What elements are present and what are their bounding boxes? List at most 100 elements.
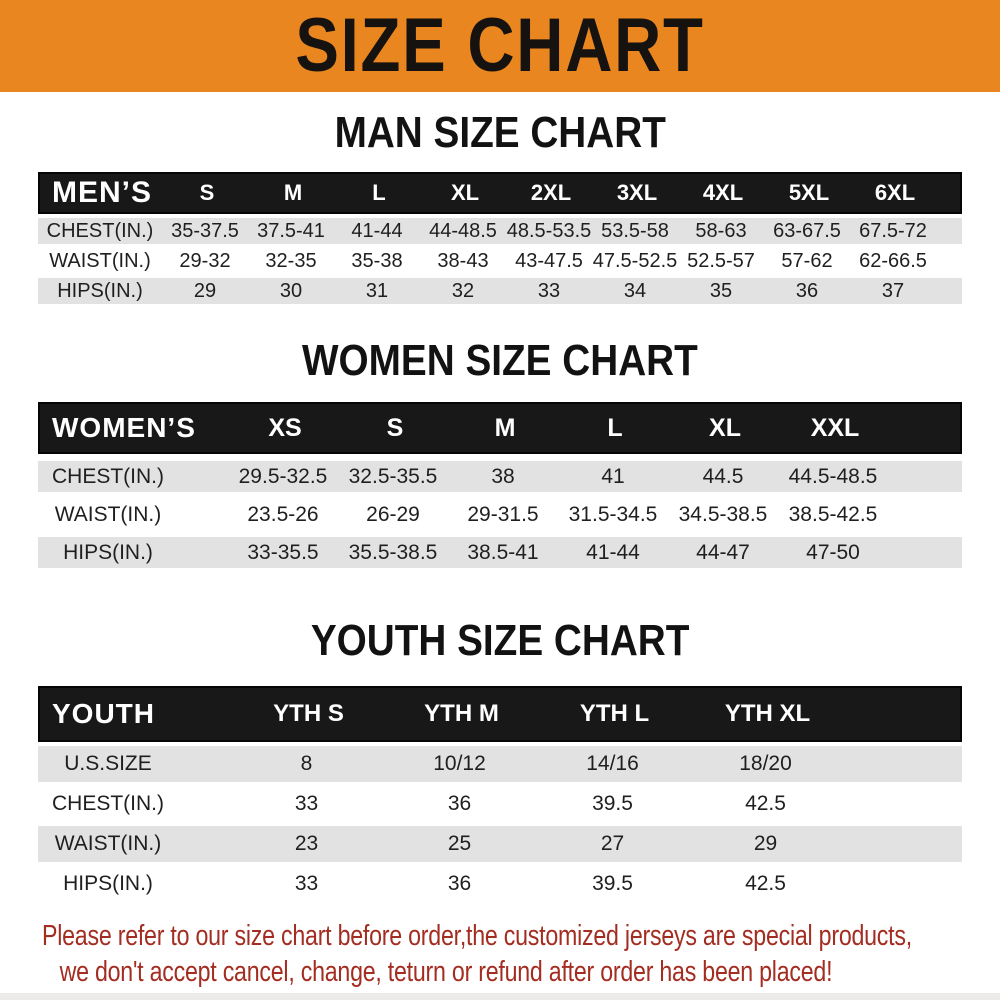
youth-header-label: YOUTH [52, 698, 155, 729]
women-hips-in-value-0: 33-35.5 [247, 540, 319, 564]
youth-col-yth-s: YTH S [273, 700, 344, 727]
youth-waist-in-value-1: 25 [447, 832, 472, 855]
youth-hips-in-value-2: 39.5 [592, 872, 633, 895]
women-waist-in-value-2: 29-31.5 [467, 502, 539, 526]
women-col-xl: XL [709, 413, 741, 442]
women-size-chart-heading-text: WOMEN SIZE CHART [302, 336, 698, 385]
men-row-label-chest-in: CHEST(IN.) [46, 219, 154, 242]
youth-u-s-size-value-2: 14/16 [586, 752, 639, 775]
size-chart-title: SIZE CHART [295, 3, 705, 88]
women-chest-in-value-4: 44.5 [702, 464, 744, 488]
men-header-label: MEN’S [52, 176, 153, 209]
order-policy-note: Please refer to our size chart before or… [42, 918, 1000, 990]
men-chest-in-value-2: 41-44 [351, 219, 403, 242]
men-row-waist-in: WAIST(IN.) 29-32 32-35 35-38 38-43 43-47.5 47.… [38, 248, 962, 274]
women-row-hips-in: HIPS(IN.) 33-35.5 35.5-38.5 38.5-41 41-44 44-… [38, 537, 962, 568]
men-hips-in-value-6: 35 [709, 279, 733, 302]
men-col-m: M [283, 180, 303, 205]
men-waist-in-value-8: 62-66.5 [859, 249, 927, 272]
youth-row-u-s-size: U.S.SIZE 8 10/12 14/16 18/20 [38, 746, 962, 782]
youth-size-chart-heading-text: YOUTH SIZE CHART [310, 616, 690, 665]
men-chest-in-value-0: 35-37.5 [171, 219, 239, 242]
men-col-2xl: 2XL [530, 180, 572, 205]
men-row-chest-in: CHEST(IN.) 35-37.5 37.5-41 41-44 44-48.5 48.5… [38, 218, 962, 244]
bottom-edge [0, 993, 1000, 1000]
men-col-6xl: 6XL [874, 180, 916, 205]
women-hips-in-value-2: 38.5-41 [467, 540, 539, 564]
men-waist-in-value-6: 52.5-57 [687, 249, 755, 272]
women-hips-in-value-1: 35.5-38.5 [348, 540, 438, 564]
youth-hips-in-value-3: 42.5 [745, 872, 786, 895]
youth-u-s-size-value-1: 10/12 [433, 752, 486, 775]
women-waist-in-value-4: 34.5-38.5 [678, 502, 768, 526]
women-header-label: WOMEN’S [52, 412, 196, 443]
men-waist-in-value-7: 57-62 [781, 249, 833, 272]
youth-waist-in-value-3: 29 [753, 832, 778, 855]
women-chest-in-value-0: 29.5-32.5 [238, 464, 328, 488]
youth-chest-in-value-2: 39.5 [592, 792, 633, 815]
youth-u-s-size-value-0: 8 [300, 752, 313, 775]
men-waist-in-value-5: 47.5-52.5 [592, 249, 678, 272]
men-waist-in-value-2: 35-38 [351, 249, 403, 272]
men-chest-in-value-5: 53.5-58 [601, 219, 669, 242]
women-row-label-waist-in: WAIST(IN.) [54, 502, 162, 526]
youth-row-waist-in: WAIST(IN.) 23 25 27 29 [38, 826, 962, 862]
women-col-s: S [386, 413, 404, 442]
women-waist-in-value-5: 38.5-42.5 [788, 502, 878, 526]
youth-row-hips-in: HIPS(IN.) 33 36 39.5 42.5 [38, 866, 962, 902]
women-col-l: L [607, 413, 623, 442]
youth-col-yth-l: YTH L [579, 700, 650, 727]
women-waist-in-value-1: 26-29 [366, 502, 420, 526]
man-size-chart-heading-text: MAN SIZE CHART [334, 108, 666, 157]
youth-row-label-hips-in: HIPS(IN.) [63, 872, 153, 895]
men-waist-in-value-1: 32-35 [265, 249, 317, 272]
women-chest-in-value-2: 38 [491, 464, 515, 488]
youth-chest-in-value-1: 36 [447, 792, 472, 815]
youth-chest-in-value-3: 42.5 [745, 792, 786, 815]
men-size-table: MEN’S S M L XL 2XL 3XL 4XL 5XL 6XL CHEST(IN.) 35-37… [38, 172, 962, 304]
women-chest-in-value-1: 32.5-35.5 [348, 464, 438, 488]
women-col-m: M [494, 413, 516, 442]
men-row-label-hips-in: HIPS(IN.) [57, 279, 143, 302]
men-col-5xl: 5XL [788, 180, 830, 205]
men-col-l: L [372, 180, 386, 205]
man-size-chart-heading: MAN SIZE CHART [0, 110, 1000, 156]
youth-row-label-u-s-size: U.S.SIZE [64, 752, 152, 775]
youth-col-yth-xl: YTH XL [724, 700, 811, 727]
youth-header-row: YOUTH YTH S YTH M YTH L YTH XL [38, 686, 962, 742]
order-policy-note-line2: we don't accept cancel, change, teturn o… [59, 956, 833, 988]
men-hips-in-value-4: 33 [537, 279, 561, 302]
women-col-xs: XS [268, 413, 302, 442]
women-chest-in-value-5: 44.5-48.5 [788, 464, 878, 488]
youth-row-chest-in: CHEST(IN.) 33 36 39.5 42.5 [38, 786, 962, 822]
men-col-4xl: 4XL [702, 180, 744, 205]
men-waist-in-value-0: 29-32 [179, 249, 231, 272]
women-waist-in-value-3: 31.5-34.5 [568, 502, 658, 526]
women-row-waist-in: WAIST(IN.) 23.5-26 26-29 29-31.5 31.5-34.5 34… [38, 499, 962, 530]
men-hips-in-value-3: 32 [451, 279, 475, 302]
women-size-chart-heading: WOMEN SIZE CHART [0, 338, 1000, 384]
men-waist-in-value-3: 38-43 [437, 249, 489, 272]
men-chest-in-value-8: 67.5-72 [859, 219, 927, 242]
men-header-row: MEN’S S M L XL 2XL 3XL 4XL 5XL 6XL [38, 172, 962, 214]
youth-chest-in-value-0: 33 [294, 792, 319, 815]
men-hips-in-value-0: 29 [193, 279, 217, 302]
women-row-label-chest-in: CHEST(IN.) [52, 464, 164, 488]
men-hips-in-value-8: 37 [881, 279, 905, 302]
youth-row-label-chest-in: CHEST(IN.) [52, 792, 164, 815]
women-hips-in-value-4: 44-47 [696, 540, 750, 564]
men-chest-in-value-4: 48.5-53.5 [506, 219, 592, 242]
women-waist-in-value-0: 23.5-26 [247, 502, 319, 526]
youth-size-chart-heading: YOUTH SIZE CHART [0, 618, 1000, 664]
youth-hips-in-value-1: 36 [447, 872, 472, 895]
women-row-chest-in: CHEST(IN.) 29.5-32.5 32.5-35.5 38 41 44.5 44.5… [38, 461, 962, 492]
size-chart-banner: SIZE CHART [0, 0, 1000, 92]
men-chest-in-value-7: 63-67.5 [773, 219, 841, 242]
youth-waist-in-value-2: 27 [600, 832, 625, 855]
women-header-row: WOMEN’S XS S M L XL XXL [38, 402, 962, 454]
women-col-xxl: XXL [810, 413, 860, 442]
men-row-hips-in: HIPS(IN.) 29 30 31 32 33 34 35 36 37 [38, 278, 962, 304]
men-chest-in-value-1: 37.5-41 [257, 219, 325, 242]
men-hips-in-value-1: 30 [279, 279, 303, 302]
order-policy-note-line1: Please refer to our size chart before or… [42, 920, 912, 952]
